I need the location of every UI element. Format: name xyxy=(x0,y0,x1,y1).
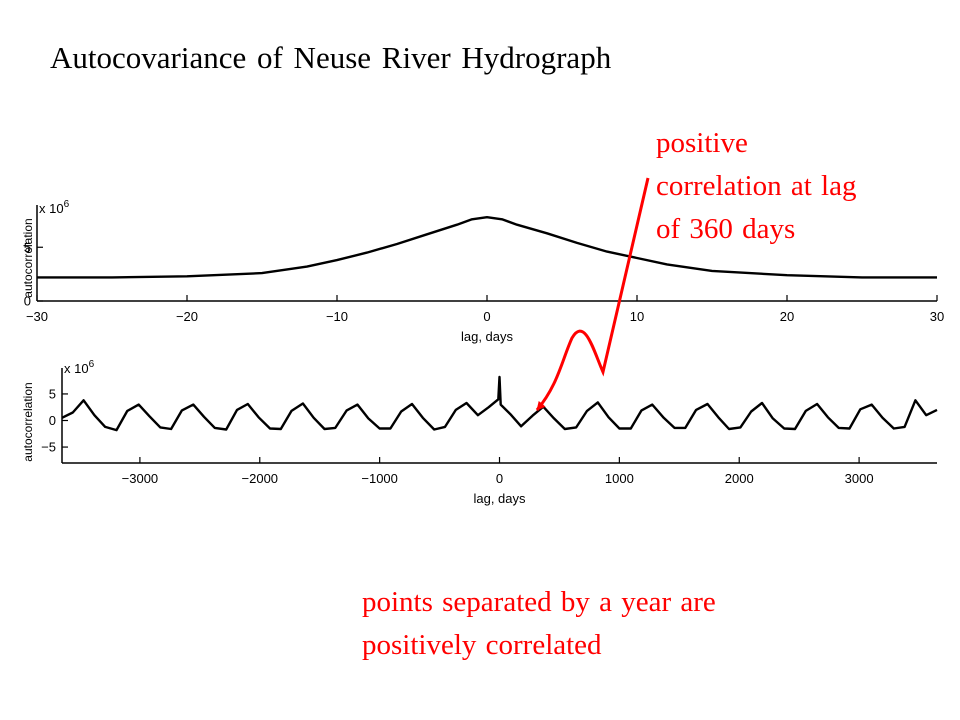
x-axis-label: lag, days xyxy=(461,329,514,344)
annotation-positive-correlation: positive correlation at lag of 360 days xyxy=(656,122,856,251)
y-tick-label: 0 xyxy=(24,294,31,309)
x-tick-label: 1000 xyxy=(605,471,634,486)
series-line xyxy=(37,215,937,279)
annotation-arrow xyxy=(535,177,650,411)
y-tick-label: 0 xyxy=(49,413,56,428)
y-multiplier-label: x 106 xyxy=(39,199,70,216)
y-tick-label: 5 xyxy=(49,386,56,401)
y-multiplier-label: x 106 xyxy=(64,359,95,376)
annotation-line: positively correlated xyxy=(362,629,602,661)
annotation-line: points separated by a year are xyxy=(362,586,716,618)
annotation-line: correlation at lag xyxy=(656,170,857,202)
y-tick-label: 5 xyxy=(24,240,31,255)
annotation-yearly-correlation: points separated by a year are positivel… xyxy=(362,581,716,667)
y-axis-label: autocorrelation xyxy=(21,218,35,297)
x-tick-label: 0 xyxy=(496,471,503,486)
y-axis-label: autocorrelation xyxy=(21,382,35,461)
x-tick-label: −3000 xyxy=(122,471,159,486)
x-tick-label: 20 xyxy=(780,309,794,324)
x-tick-label: 30 xyxy=(930,309,944,324)
y-tick-label: −5 xyxy=(41,440,56,455)
slide-title: Autocovariance of Neuse River Hydrograph xyxy=(50,40,612,75)
x-tick-label: 10 xyxy=(630,309,644,324)
x-tick-label: 2000 xyxy=(725,471,754,486)
plot-short-lag: −30 −20 −10 0 10 20 30 0 5 x 106 lag, days autocorr… xyxy=(21,199,944,344)
x-axis-label: lag, days xyxy=(473,491,526,506)
x-tick-label: −20 xyxy=(176,309,198,324)
x-tick-label: 0 xyxy=(483,309,490,324)
x-tick-label: −1000 xyxy=(361,471,398,486)
plot-long-lag: −3000 −2000 −1000 0 1000 2000 3000 −5 0 5 x 106 lag… xyxy=(21,359,938,506)
x-tick-label: 3000 xyxy=(845,471,874,486)
annotation-line: positive xyxy=(656,127,748,159)
series-line xyxy=(61,375,938,432)
x-tick-label: −2000 xyxy=(242,471,279,486)
x-tick-label: −30 xyxy=(26,309,48,324)
x-tick-label: −10 xyxy=(326,309,348,324)
annotation-line: of 360 days xyxy=(656,213,796,245)
